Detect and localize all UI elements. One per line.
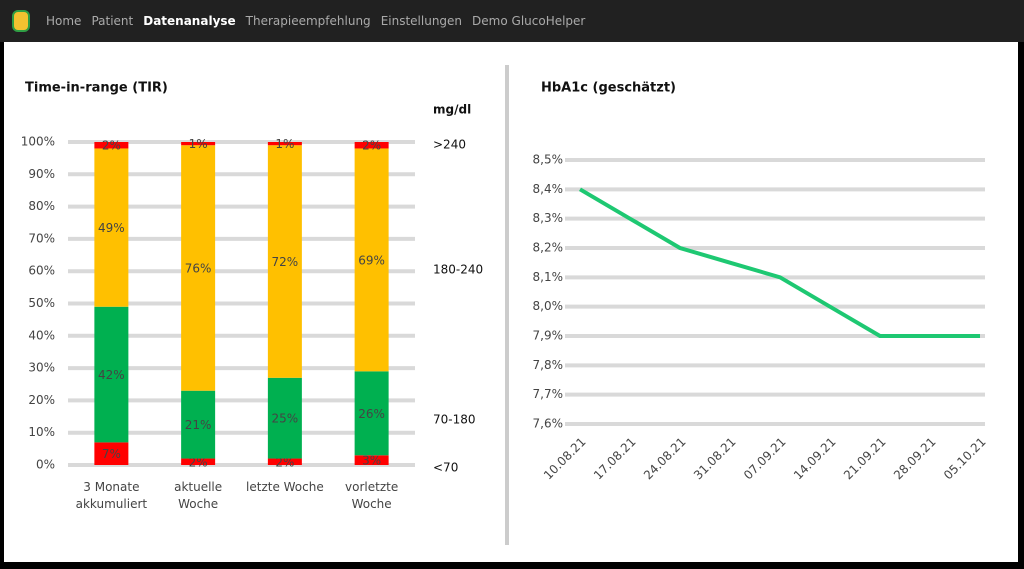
x-tick-label: letzte Woche xyxy=(246,480,324,494)
unit-label: mg/dl xyxy=(433,103,471,117)
bar-segment xyxy=(94,142,129,149)
y-tick-label: 80% xyxy=(28,199,55,213)
value-label: 2% xyxy=(275,455,294,469)
y-tick-label: 8,0% xyxy=(533,299,564,313)
nav-item[interactable]: Home xyxy=(46,14,82,28)
y-tick-label: 10% xyxy=(28,425,55,439)
bar-segment xyxy=(267,377,302,459)
x-tick-label: vorletzte Woche xyxy=(345,480,399,511)
bar-segment xyxy=(354,455,389,465)
x-tick-label: 05.10.21 xyxy=(941,435,989,483)
nav-item[interactable]: Datenanalyse xyxy=(143,14,236,28)
legend-label: 70-180 xyxy=(433,413,476,427)
value-label: 69% xyxy=(358,253,385,267)
y-tick-label: 90% xyxy=(28,167,55,181)
logo[interactable] xyxy=(12,10,30,32)
x-tick-label: 28.09.21 xyxy=(891,435,939,483)
bar-segment xyxy=(94,148,129,307)
y-tick-label: 40% xyxy=(28,328,55,342)
y-tick-label: 60% xyxy=(28,264,55,278)
bar-segment xyxy=(181,145,216,391)
bar-segment xyxy=(354,148,389,372)
y-tick-label: 0% xyxy=(36,458,55,472)
value-label: 2% xyxy=(102,139,121,153)
y-tick-label: 8,4% xyxy=(533,182,564,196)
x-tick-label: 21.09.21 xyxy=(841,435,889,483)
x-tick-label: 10.08.21 xyxy=(541,435,589,483)
y-tick-label: 70% xyxy=(28,231,55,245)
y-tick-label: 8,3% xyxy=(533,211,564,225)
x-tick-label: 24.08.21 xyxy=(641,435,689,483)
x-tick-label: 14.09.21 xyxy=(791,435,839,483)
nav-item[interactable]: Patient xyxy=(91,14,134,28)
y-tick-label: 8,2% xyxy=(533,241,564,255)
bar-segment xyxy=(181,458,216,465)
value-label: 1% xyxy=(275,137,294,151)
bar-segment xyxy=(94,306,129,443)
bar-segment xyxy=(267,458,302,465)
legend-label: >240 xyxy=(433,138,466,152)
bar-segment xyxy=(181,142,216,146)
value-label: 2% xyxy=(362,139,381,153)
x-tick-label: 31.08.21 xyxy=(691,435,739,483)
x-tick-label: 17.08.21 xyxy=(591,435,639,483)
value-label: 42% xyxy=(98,368,125,382)
bar-segment xyxy=(354,371,389,456)
y-tick-label: 30% xyxy=(28,361,55,375)
nav-bar: Home Patient Datenanalyse Therapieempfehlun… xyxy=(0,0,1024,42)
value-label: 2% xyxy=(189,455,208,469)
y-tick-label: 7,7% xyxy=(533,387,564,401)
value-label: 26% xyxy=(358,407,385,421)
y-tick-label: 7,8% xyxy=(533,358,564,372)
bar-segment xyxy=(354,142,389,149)
nav-item[interactable]: Demo GlucoHelper xyxy=(472,14,586,28)
value-label: 49% xyxy=(98,221,125,235)
x-tick-label: 07.09.21 xyxy=(741,435,789,483)
nav-item[interactable]: Einstellungen xyxy=(380,14,463,28)
chart-title: Time-in-range (TIR) xyxy=(25,81,168,96)
value-label: 25% xyxy=(272,412,299,426)
bar-segment xyxy=(267,142,302,146)
value-label: 7% xyxy=(102,447,121,461)
legend-label: 180-240 xyxy=(433,263,483,277)
value-label: 72% xyxy=(272,255,299,269)
line xyxy=(578,187,980,338)
y-tick-label: 20% xyxy=(28,393,55,407)
x-tick-label: 3 Monate akkumuliert xyxy=(75,480,148,511)
y-tick-label: 8,5% xyxy=(533,153,564,167)
bar-segment xyxy=(181,390,216,459)
x-tick-label: aktuelle Woche xyxy=(174,480,223,511)
y-tick-label: 50% xyxy=(28,296,55,310)
y-tick-label: 7,6% xyxy=(533,417,564,431)
nav-item[interactable]: Therapieempfehlung xyxy=(245,14,371,28)
bar-segment xyxy=(267,145,302,378)
bar-segment xyxy=(94,442,129,465)
legend-label: <70 xyxy=(433,461,458,475)
chart-title: HbA1c (geschätzt) xyxy=(541,81,676,96)
value-label: 1% xyxy=(189,137,208,151)
value-label: 21% xyxy=(185,418,212,432)
value-label: 76% xyxy=(185,261,212,275)
y-tick-label: 8,1% xyxy=(533,270,564,284)
value-label: 3% xyxy=(362,454,381,468)
y-tick-label: 7,9% xyxy=(533,329,564,343)
y-tick-label: 100% xyxy=(21,135,55,149)
